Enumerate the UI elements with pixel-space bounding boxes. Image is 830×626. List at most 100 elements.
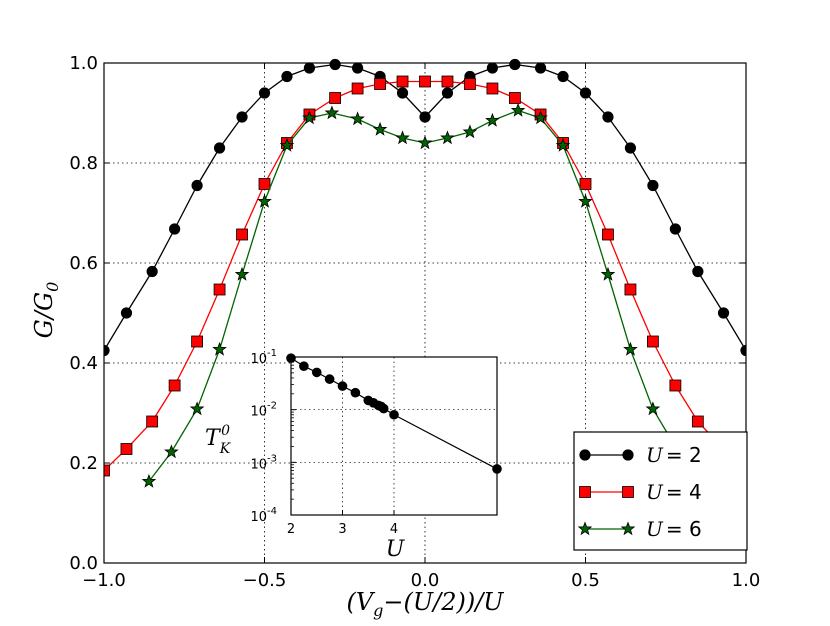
data-point: [372, 121, 388, 136]
inset-y-tick-label: 10-4: [250, 506, 277, 525]
y-tick-label: 0.6: [69, 253, 98, 274]
data-point: [169, 223, 181, 235]
data-point: [189, 401, 205, 416]
data-point: [146, 265, 158, 278]
data-point: [396, 75, 409, 88]
legend-label: U = 6: [646, 517, 702, 541]
y-tick-label: 0.0: [69, 553, 98, 574]
legend-item: U = 4: [579, 480, 702, 504]
inset-data-point: [324, 374, 335, 384]
data-point: [120, 443, 133, 455]
x-tick-label: 1.0: [732, 570, 761, 591]
inset-y-tick-label: 10-1: [250, 348, 277, 367]
data-point: [396, 87, 409, 99]
data-point: [602, 111, 614, 123]
main-x-ticks: −1.0 −0.5 0.0 0.5 1.0: [82, 63, 760, 591]
inset-x-ticks: 2 3 4: [287, 510, 398, 537]
data-point: [486, 82, 499, 95]
data-point: [168, 379, 181, 392]
data-point: [164, 444, 179, 459]
data-point: [509, 58, 521, 71]
legend-marker-right: [620, 521, 636, 536]
data-point: [329, 92, 342, 104]
data-point: [395, 130, 410, 145]
data-point: [557, 70, 569, 83]
data-point: [141, 473, 157, 488]
data-point: [236, 111, 248, 123]
data-point: [417, 135, 433, 150]
data-point: [419, 111, 431, 123]
legend-marker-left: [579, 449, 591, 461]
data-point: [257, 193, 272, 208]
data-point: [579, 87, 592, 99]
data-point: [374, 78, 386, 90]
inset-data-point: [299, 361, 309, 371]
inset-x-tick-label: 2: [287, 522, 295, 537]
series-U-2: [104, 58, 746, 357]
data-point: [691, 415, 704, 428]
inset-data-point: [350, 387, 361, 398]
data-point: [645, 401, 661, 416]
x-tick-label: 0.5: [571, 570, 600, 591]
data-point: [440, 130, 455, 145]
data-point: [191, 179, 203, 192]
data-point: [234, 266, 250, 281]
data-point: [303, 62, 316, 74]
data-point: [281, 70, 293, 83]
data-point: [212, 341, 227, 356]
legend-box: [573, 431, 748, 551]
data-point: [510, 102, 526, 117]
data-point: [508, 92, 521, 104]
data-point: [602, 228, 614, 241]
data-point: [647, 335, 659, 348]
data-point: [302, 110, 317, 125]
data-point: [717, 307, 730, 319]
data-point: [146, 415, 159, 428]
y-tick-label: 0.4: [69, 353, 98, 374]
main-series: [104, 58, 746, 488]
data-point: [236, 228, 248, 241]
legend-label: U = 4: [646, 480, 702, 504]
data-point: [669, 379, 682, 392]
inset-x-tick-label: 3: [338, 522, 346, 537]
data-point: [534, 62, 547, 74]
data-point: [486, 62, 499, 74]
data-point: [441, 75, 454, 88]
data-point: [647, 179, 659, 192]
inset-data-point: [311, 367, 322, 378]
inset-x-axis-label: U: [386, 537, 406, 562]
data-point: [441, 87, 454, 99]
data-point: [258, 178, 271, 190]
inset-series: [286, 353, 502, 474]
x-axis-label: (Vg−(U/2))/U: [346, 588, 504, 620]
data-point: [578, 193, 593, 208]
data-point: [485, 112, 500, 127]
data-point: [464, 78, 476, 90]
data-point: [692, 265, 704, 278]
inset-y-tick-label: 10-3: [250, 453, 277, 472]
y-tick-label: 0.2: [69, 453, 98, 474]
data-point: [258, 87, 271, 99]
data-point: [351, 62, 364, 74]
data-point: [279, 137, 295, 152]
legend-marker-right: [622, 486, 634, 498]
inset-data-point: [378, 403, 389, 414]
data-point: [329, 58, 341, 71]
main-plot: −1.0 −0.5 0.0 0.5 1.0 0.0 0.2 0.4 0.6 0.8 1.0: [69, 53, 760, 591]
inset-data-point: [337, 381, 348, 391]
legend-item: U = 6: [577, 517, 702, 541]
inset-y-tick-label: 10-2: [250, 401, 277, 420]
data-point: [623, 341, 638, 356]
legend: U = 2 U = 4 U = 6: [573, 431, 748, 551]
legend-label: U = 2: [646, 443, 702, 467]
data-point: [213, 142, 226, 154]
series-U-4: [104, 75, 746, 477]
data-point: [104, 464, 110, 477]
data-point: [579, 178, 592, 190]
data-point: [324, 105, 340, 120]
data-point: [600, 266, 616, 281]
inset-y-ticks: 10-4 10-3 10-2 10-1: [250, 348, 296, 525]
data-point: [351, 82, 364, 95]
